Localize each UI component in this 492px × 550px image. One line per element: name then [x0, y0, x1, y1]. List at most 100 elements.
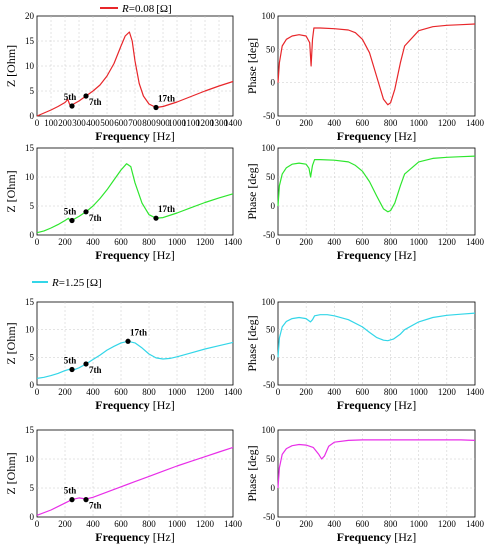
x-tick-label: 1400 — [224, 237, 243, 247]
x-axis-label-name: Frequency — [337, 129, 391, 143]
x-tick-label: 1000 — [168, 118, 187, 128]
series-line — [36, 340, 234, 379]
chart-panel-1: 0 100 200 300 400 500 600 700 800 900100011001200… — [4, 3, 243, 143]
harmonic-label: 17th — [130, 327, 147, 337]
harmonic-label: 7th — [89, 97, 102, 107]
y-tick-label: 5 — [30, 352, 35, 362]
harmonic-point — [153, 104, 159, 111]
y-tick-label: 50 — [266, 454, 276, 464]
y-axis-label: Z [Ohm] — [4, 322, 18, 364]
x-tick-label: 800 — [142, 118, 156, 128]
legend-value: =1.25 — [59, 277, 85, 289]
x-tick-label: 0 — [35, 387, 40, 397]
y-tick-label: 15 — [25, 297, 35, 307]
x-tick-label: 600 — [114, 387, 128, 397]
x-tick-label: 1200 — [438, 237, 457, 247]
harmonic-label: 5th — [64, 207, 77, 217]
x-tick-label: 600 — [114, 118, 128, 128]
x-axis-label-name: Frequency — [337, 398, 391, 412]
y-axis-label: Phase [deg] — [245, 163, 259, 219]
y-tick-label: 15 — [25, 425, 35, 435]
x-axis-label-name: Frequency — [95, 129, 149, 143]
y-axis-label: Z [Ohm] — [4, 170, 18, 212]
y-tick-label: -50 — [263, 380, 275, 390]
y-axis-label: Phase [deg] — [245, 315, 259, 371]
y-tick-label: 100 — [262, 297, 276, 307]
chart-panel-2: 0 200 400 600 800 1000 1200 1400-50050100Freque… — [245, 11, 485, 143]
legend-label: R=0.08 [Ω] — [121, 3, 172, 15]
x-tick-label: 1200 — [196, 118, 215, 128]
harmonic-label: 5th — [64, 356, 77, 366]
legend-symbol: R — [51, 277, 59, 289]
y-tick-label: 10 — [25, 325, 35, 335]
legend-unit: [Ω] — [156, 3, 172, 15]
x-tick-label: 0 — [276, 387, 281, 397]
x-tick-label: 800 — [384, 118, 398, 128]
x-tick-label: 600 — [356, 519, 370, 529]
x-tick-label: 600 — [114, 519, 128, 529]
harmonic-point — [83, 209, 89, 215]
x-tick-label: 400 — [328, 387, 342, 397]
x-tick-label: 800 — [384, 387, 398, 397]
x-tick-label: 1400 — [224, 387, 243, 397]
plot-frame — [277, 147, 476, 236]
y-tick-label: 10 — [25, 454, 35, 464]
x-tick-label: 800 — [142, 387, 156, 397]
x-tick-label: 1200 — [438, 519, 457, 529]
x-tick-label: 700 — [128, 118, 142, 128]
series-line — [36, 31, 234, 117]
x-tick-label: 200 — [58, 387, 72, 397]
x-axis-label-name: Frequency — [95, 248, 149, 262]
y-tick-label: 0 — [30, 380, 35, 390]
harmonic-label: 5th — [64, 92, 77, 102]
harmonic-point — [83, 93, 89, 99]
series-line — [277, 23, 476, 106]
x-tick-label: 1200 — [438, 118, 457, 128]
x-tick-label: 100 — [44, 118, 58, 128]
x-axis-label: Frequency [Hz] — [95, 398, 174, 412]
x-tick-label: 200 — [299, 118, 313, 128]
x-tick-label: 400 — [86, 519, 100, 529]
x-axis-label-unit: [Hz] — [394, 248, 416, 262]
x-tick-label: 1000 — [410, 118, 429, 128]
x-tick-label: 0 — [276, 237, 281, 247]
y-tick-label: 15 — [25, 36, 35, 46]
x-axis-label: Frequency [Hz] — [337, 530, 416, 544]
x-tick-label: 1400 — [466, 387, 485, 397]
x-tick-label: 1000 — [410, 237, 429, 247]
x-axis-label: Frequency [Hz] — [337, 248, 416, 262]
y-axis-label: Phase [deg] — [245, 38, 259, 94]
x-axis-label: Frequency [Hz] — [337, 398, 416, 412]
y-axis-label: Phase [deg] — [245, 445, 259, 501]
x-axis-label-unit: [Hz] — [153, 398, 175, 412]
x-tick-label: 1000 — [410, 387, 429, 397]
x-tick-label: 600 — [114, 237, 128, 247]
x-tick-label: 1000 — [168, 237, 187, 247]
legend-unit: [Ω] — [86, 277, 102, 289]
y-tick-label: 0 — [30, 230, 35, 240]
x-tick-label: 1200 — [196, 237, 215, 247]
x-tick-label: 200 — [299, 237, 313, 247]
x-tick-label: 200 — [299, 519, 313, 529]
y-tick-label: 10 — [25, 172, 35, 182]
x-axis-label-unit: [Hz] — [394, 530, 416, 544]
harmonic-point — [153, 215, 159, 221]
x-tick-label: 400 — [328, 118, 342, 128]
x-tick-label: 600 — [356, 237, 370, 247]
x-tick-label: 200 — [58, 118, 72, 128]
x-tick-label: 1200 — [438, 387, 457, 397]
x-tick-label: 400 — [328, 519, 342, 529]
y-tick-label: 0 — [271, 201, 276, 211]
harmonic-label: 17th — [158, 204, 175, 214]
y-axis-label: Z [Ohm] — [4, 45, 18, 87]
y-tick-label: 50 — [266, 172, 276, 182]
y-tick-label: 0 — [30, 512, 35, 522]
x-axis-label-unit: [Hz] — [153, 248, 175, 262]
y-tick-label: 15 — [25, 143, 35, 153]
plot-frame — [36, 147, 234, 236]
legend-label: R=1.25 [Ω] — [51, 277, 102, 289]
y-tick-label: -50 — [263, 230, 275, 240]
chart-panel-7: 0 200 400 600 800 1000 1200 1400 0 5 10 15 5th 7th Fre… — [4, 425, 243, 544]
x-tick-label: 200 — [58, 519, 72, 529]
